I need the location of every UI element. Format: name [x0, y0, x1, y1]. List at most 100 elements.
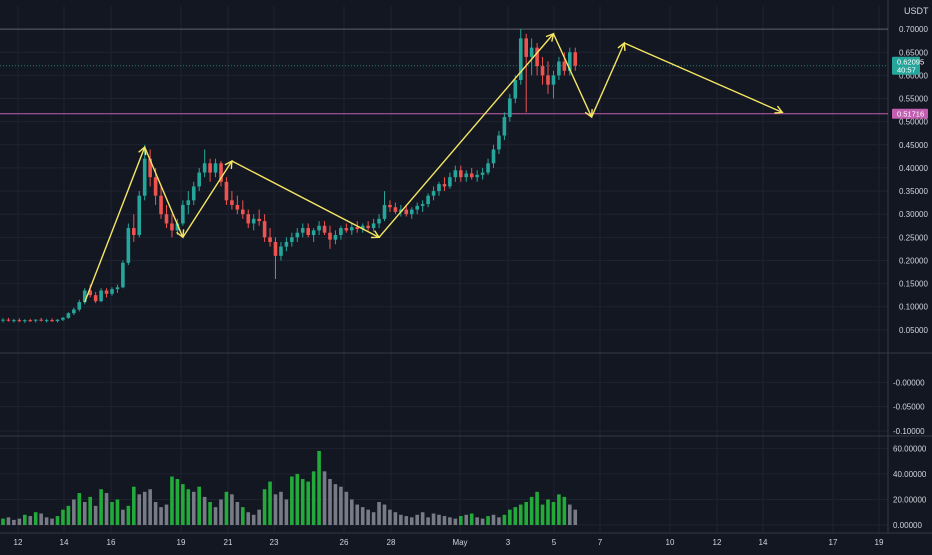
time-tick-label: 19 [875, 538, 884, 547]
candle-body [273, 241, 278, 256]
candle-body [159, 195, 163, 215]
candle-body [175, 223, 180, 231]
volume-bar [202, 496, 207, 525]
currency-label: USDT [904, 6, 929, 16]
candle-body [508, 98, 512, 118]
volume-bar [39, 513, 43, 525]
volume-bar [77, 493, 82, 525]
volume-bar [426, 517, 430, 525]
candle-body [453, 170, 458, 178]
price-tick-label: 0.70000 [899, 25, 928, 34]
volume-bar [562, 496, 567, 525]
volume-bar [355, 504, 360, 525]
annotation-segment [590, 42, 625, 118]
annotation-segment [144, 146, 184, 238]
volume-bar [72, 499, 76, 525]
candle-body [557, 61, 561, 76]
volume-bar [317, 450, 321, 525]
time-tick-label: 7 [598, 538, 603, 547]
candle-body [464, 173, 469, 178]
candle-body [17, 320, 22, 322]
candle-body [55, 319, 60, 322]
volume-bar [55, 516, 60, 525]
volume-bar [513, 507, 518, 525]
volume-bar [262, 489, 267, 525]
candle-body [208, 163, 212, 173]
candle-body [524, 38, 528, 57]
candle-body [295, 232, 300, 238]
price-tick-label: 0.40000 [899, 164, 928, 173]
candle-body [115, 287, 120, 290]
volume-bar [459, 516, 463, 525]
price-tick-label: 0.20000 [899, 256, 928, 265]
candle-body [191, 186, 196, 201]
candle-body [28, 320, 33, 322]
price-axis[interactable]: USDT 0.70000 0.65000 0.60000 0.55000 0.50000… [893, 6, 929, 530]
volume-bar [153, 502, 158, 525]
annotation-segment [84, 146, 146, 303]
candle-body [44, 320, 49, 322]
volume-bar [230, 494, 234, 525]
candle-body [551, 75, 556, 85]
volume-bar [115, 499, 120, 525]
volume-bar [235, 502, 240, 525]
volume-bar [290, 476, 294, 525]
time-tick-label: 3 [506, 538, 511, 547]
volume-bar [388, 509, 392, 525]
current-price-badge [892, 56, 920, 75]
candle-body [513, 80, 518, 99]
volume-bar [393, 512, 398, 525]
candle-body [350, 227, 354, 231]
candle-body [377, 218, 381, 224]
current-price-value: 0.62095 [897, 58, 924, 67]
candle-body [399, 209, 403, 212]
volume-bar [159, 507, 163, 525]
volume-bar [322, 471, 327, 525]
candle-body [241, 209, 245, 215]
time-tick-label: 10 [666, 538, 675, 547]
candle-body [311, 230, 316, 236]
volume-bar [284, 499, 289, 525]
volume-bar [99, 489, 103, 525]
candle-body [290, 237, 294, 242]
candle-body [459, 170, 463, 178]
candle-body [137, 195, 142, 236]
candle-body [170, 223, 174, 231]
volume-bar [311, 471, 316, 525]
candle-body [186, 200, 191, 205]
price-tick-label: 0.65000 [899, 48, 928, 57]
candle-body [251, 218, 256, 224]
volume-bar [197, 486, 201, 525]
volume-bar [12, 519, 16, 525]
candle-body [442, 184, 447, 187]
volume-bar [371, 512, 376, 525]
volume-bar [524, 502, 528, 525]
annotation-arrowhead [774, 105, 784, 114]
volume-tick-label: 40.00000 [893, 470, 927, 479]
volume-bar [497, 517, 501, 525]
volume-bar [148, 489, 152, 525]
volume-bar [306, 481, 310, 525]
volume-bar [6, 517, 11, 525]
candle-body [33, 319, 38, 321]
volume-bar [175, 479, 180, 525]
volume-bar [453, 518, 458, 525]
time-tick-label: 28 [387, 538, 396, 547]
candle-body [93, 295, 98, 302]
volume-bar [508, 509, 512, 525]
annotation-segment [552, 33, 593, 118]
volume-bar [486, 516, 490, 525]
volume-bar [170, 476, 174, 525]
time-tick-label: 16 [107, 538, 116, 547]
candle-body [12, 320, 16, 322]
candle-body [333, 235, 338, 240]
time-axis[interactable]: 12 14 16 19 21 23 26 28 May 3 5 7 10 12 14 17 19 [14, 538, 884, 547]
indicator-tick-label: -0.10000 [893, 427, 925, 436]
annotation-segment [231, 160, 380, 238]
price-tick-label: 0.25000 [899, 233, 928, 242]
volume-bar [126, 505, 131, 525]
volume-bar [17, 518, 22, 525]
volume-bar [251, 514, 256, 525]
